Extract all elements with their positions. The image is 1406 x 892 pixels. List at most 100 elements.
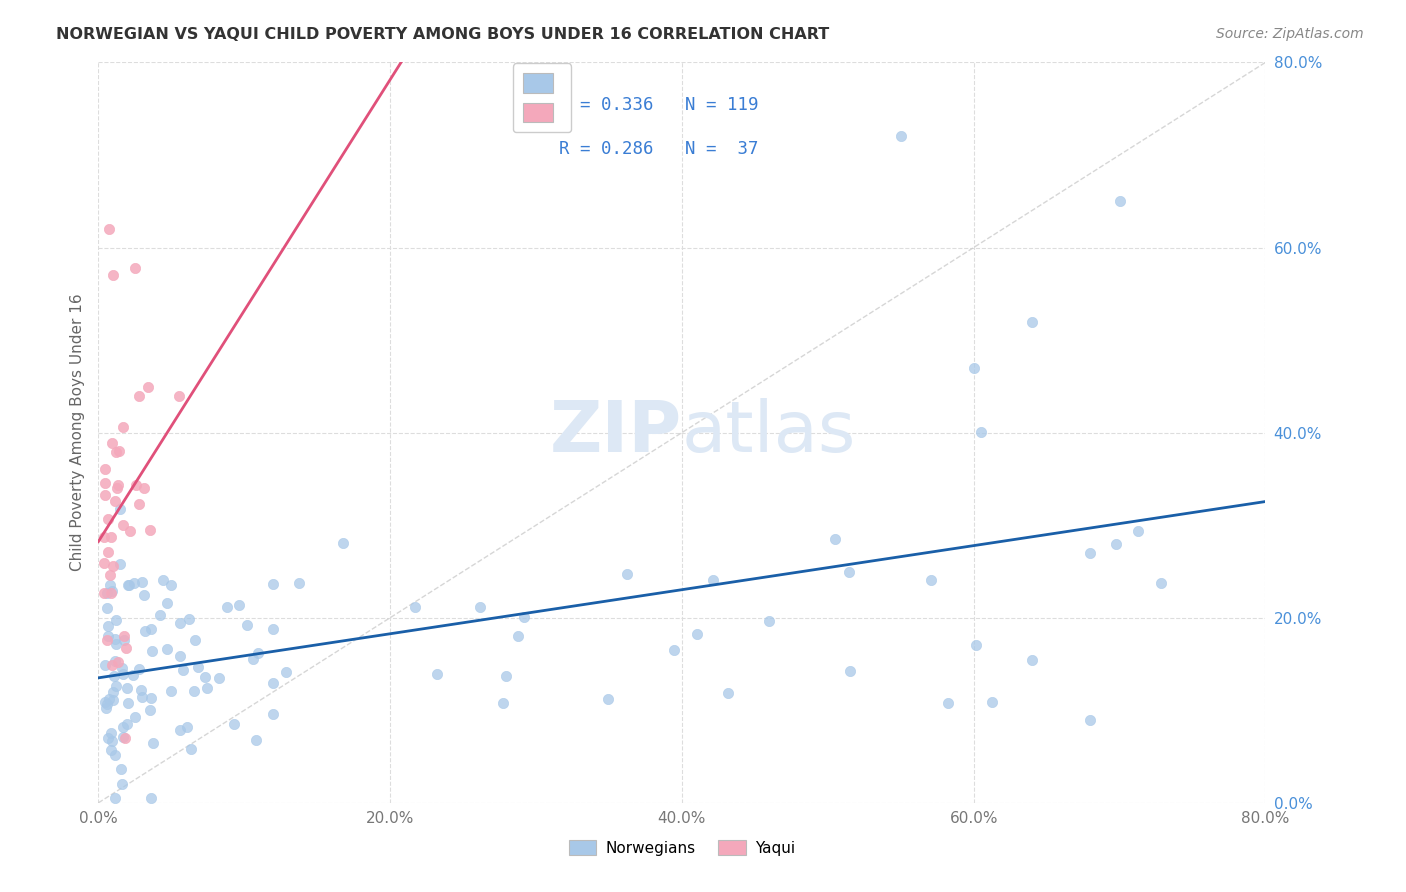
Point [1126,524,1149,538]
Point [920,573,942,587]
Point [107,655,129,669]
Point [177,612,200,626]
Point [215,599,238,614]
Point [936,696,959,710]
Point [117,578,139,592]
Point [426,667,449,681]
Point [105,445,128,459]
Point [160,577,183,591]
Point [111,720,134,734]
Point [598,692,620,706]
Text: NORWEGIAN VS YAQUI CHILD POVERTY AMONG BOYS UNDER 16 CORRELATION CHART: NORWEGIAN VS YAQUI CHILD POVERTY AMONG B… [56,27,830,42]
Point [228,598,250,612]
Point [156,596,179,610]
Point [187,659,209,673]
Point [101,658,124,673]
Point [134,589,156,603]
Point [838,566,860,580]
Text: ZIP: ZIP [550,398,682,467]
Point [287,575,309,590]
Y-axis label: Child Poverty Among Boys Under 16: Child Poverty Among Boys Under 16 [69,293,84,572]
Point [149,608,172,623]
Point [101,435,124,450]
Point [125,477,148,491]
Point [111,777,134,791]
Point [262,707,284,722]
Point [1021,653,1043,667]
Point [981,695,1004,709]
Point [105,679,128,693]
Point [169,615,191,630]
Point [118,578,141,592]
Point [128,662,150,676]
Point [468,600,491,615]
Point [114,731,136,745]
Point [404,599,426,614]
Point [141,791,163,805]
Point [180,742,202,756]
Point [93,475,115,490]
Point [139,703,162,717]
Point [112,629,135,643]
Point [104,613,127,627]
Point [664,642,686,657]
Point [100,742,122,756]
Point [107,443,129,458]
Point [208,671,231,685]
Point [160,684,183,698]
Point [104,748,127,763]
Point [156,642,179,657]
Point [101,685,124,699]
Point [98,692,121,706]
Point [139,524,162,538]
Point [332,536,354,550]
Point [104,632,127,646]
Point [128,497,150,511]
Point [172,663,194,677]
Point [142,736,165,750]
Point [242,652,264,666]
Point [1080,713,1102,727]
Point [104,791,127,805]
Point [512,610,534,624]
Point [115,716,138,731]
Point [111,730,134,744]
Point [104,637,127,651]
Point [101,583,124,598]
Point [758,614,780,628]
Point [94,701,117,715]
Point [98,568,121,582]
Point [101,559,124,574]
Point [194,670,217,684]
Point [98,578,121,592]
Point [94,462,117,476]
Point [246,646,269,660]
Point [195,681,218,695]
Point [129,683,152,698]
Point [132,482,155,496]
Point [491,697,513,711]
Point [96,633,118,648]
Point [262,577,284,591]
Point [616,566,638,581]
Point [93,531,115,545]
Point [97,629,120,643]
Point [97,222,120,236]
Point [97,545,120,559]
Point [97,731,120,746]
Point [110,762,132,776]
Point [717,686,740,700]
Text: Source: ZipAtlas.com: Source: ZipAtlas.com [1216,27,1364,41]
Point [184,632,207,647]
Point [124,710,146,724]
Point [103,655,125,669]
Point [1080,546,1102,560]
Point [110,502,132,516]
Point [122,668,145,682]
Point [141,643,163,657]
Point [96,600,118,615]
Point [96,586,118,600]
Point [262,622,284,636]
Point [686,627,709,641]
Point [262,675,284,690]
